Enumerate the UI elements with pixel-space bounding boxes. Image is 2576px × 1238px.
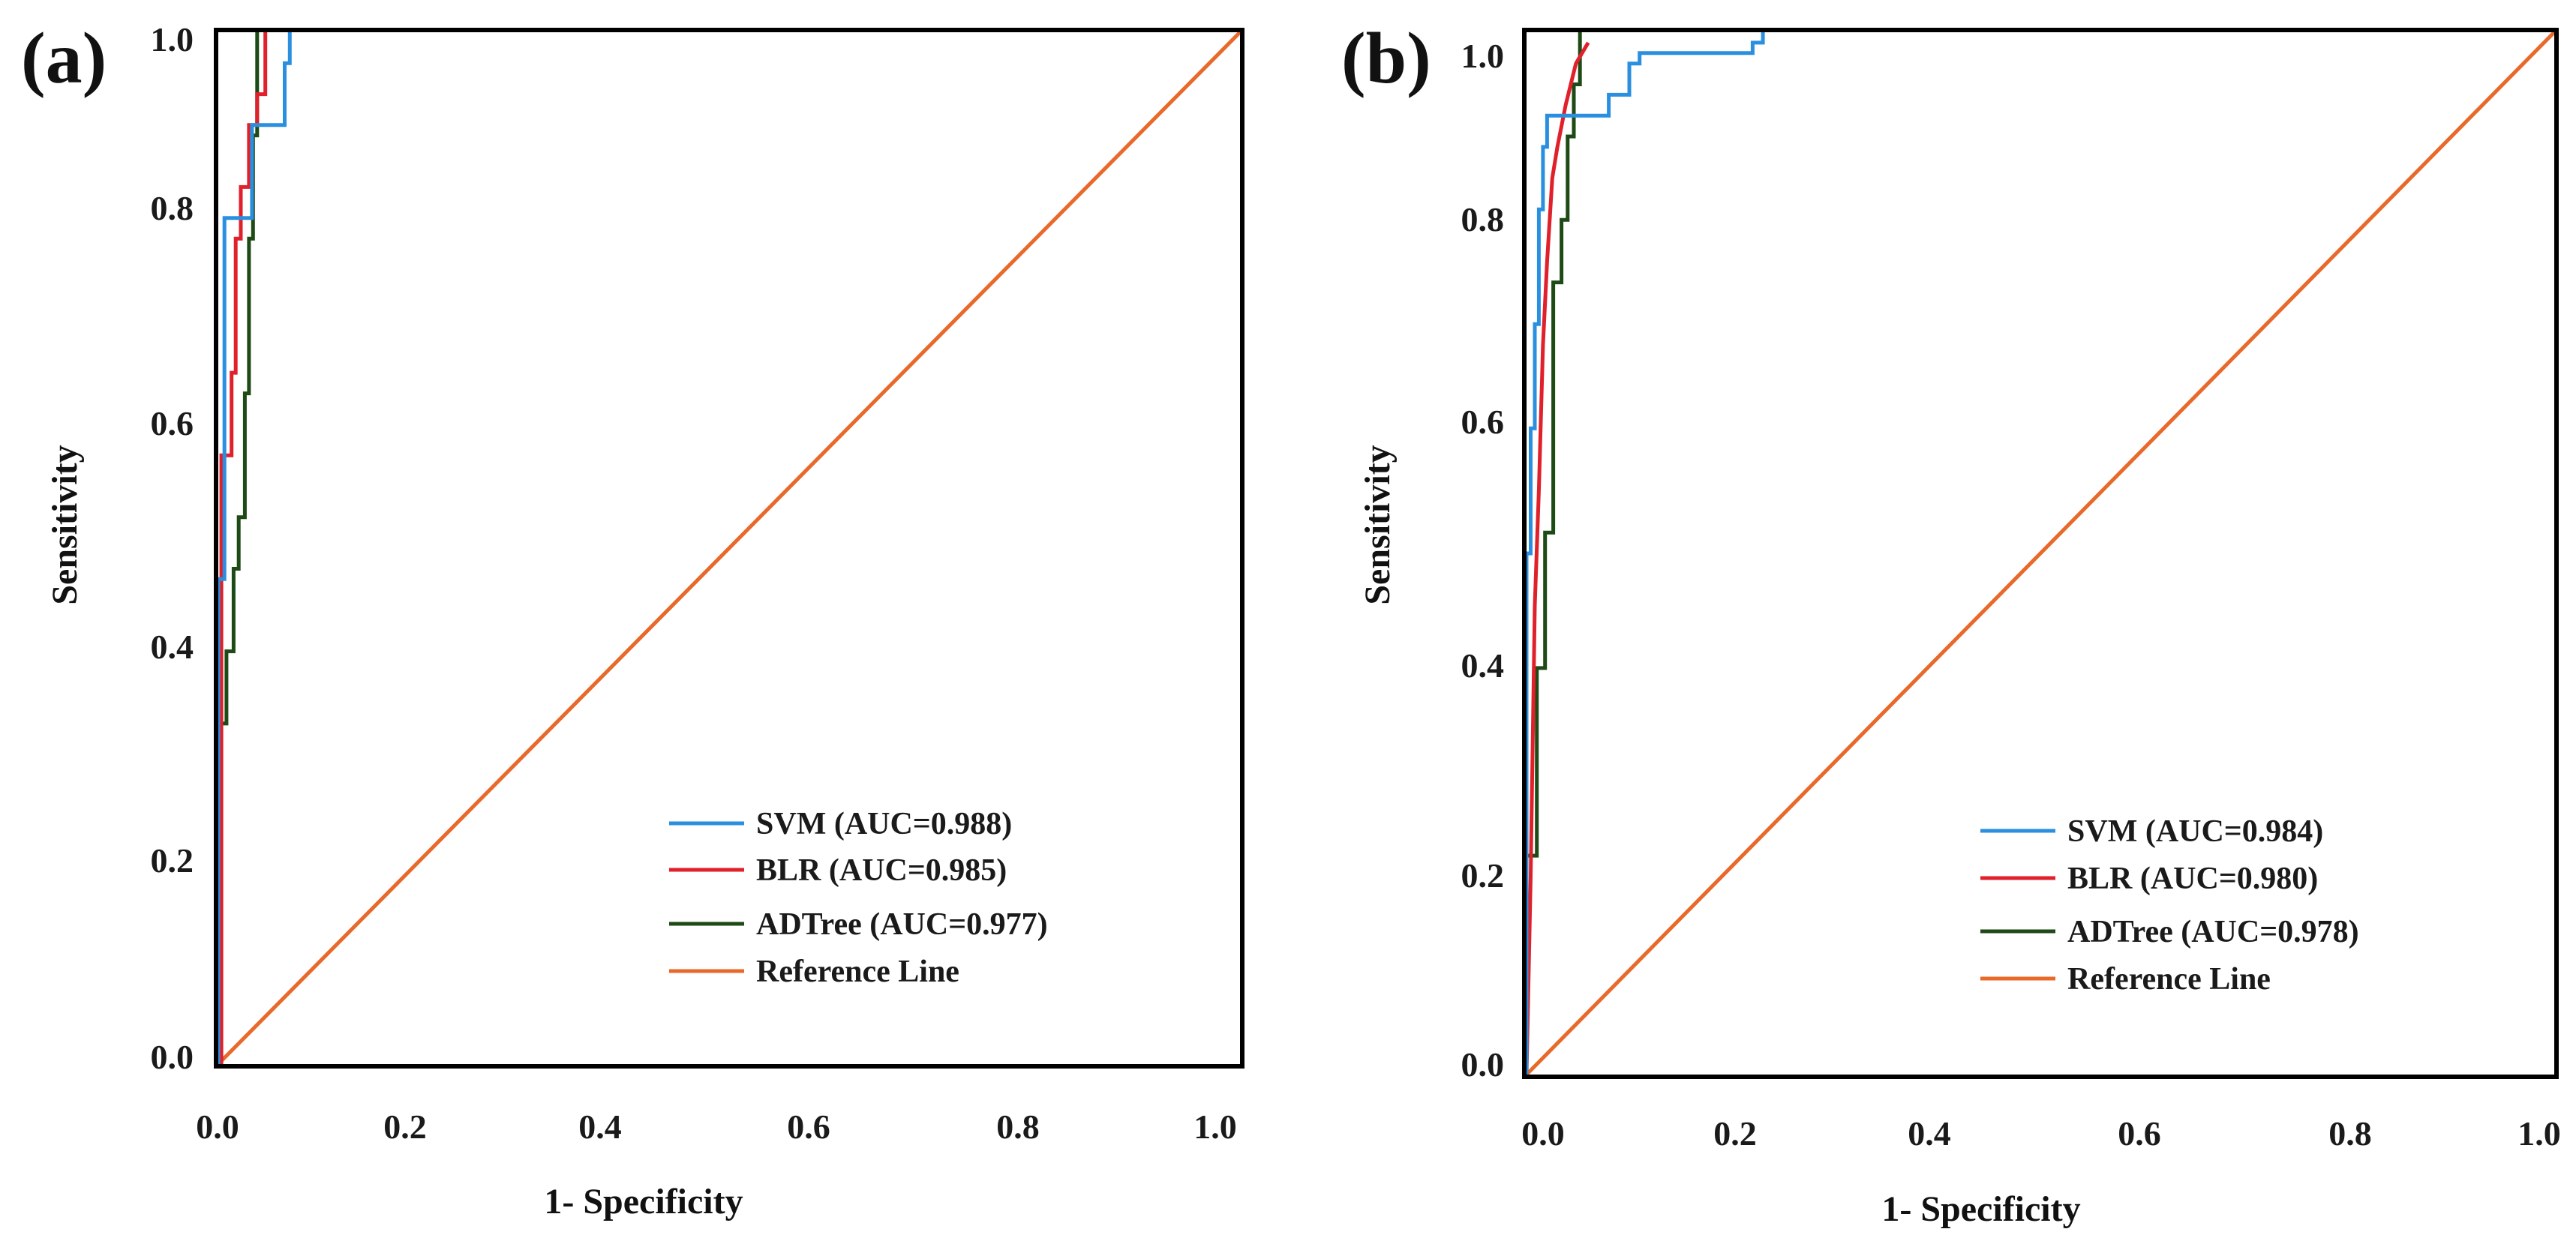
reference-line xyxy=(217,31,1241,1066)
x-tick-label: 0.0 xyxy=(1521,1114,1565,1153)
y-tick-label: 0.8 xyxy=(1461,200,1505,238)
reference-line xyxy=(1525,31,2556,1076)
x-tick-label: 0.2 xyxy=(1713,1114,1757,1153)
y-tick-label: 0.8 xyxy=(151,189,194,227)
legend: SVM (AUC=0.984) BLR (AUC=0.980) ADTree (… xyxy=(1980,814,2359,997)
roc-panel-a: (a) 1.0 0.8 0.6 0.4 0.2 0.0 0.0 0.2 0.4 … xyxy=(21,18,1244,1222)
legend-label-svm: SVM (AUC=0.988) xyxy=(756,807,1012,841)
y-tick-label: 1.0 xyxy=(1461,37,1505,75)
y-tick-label: 0.2 xyxy=(1461,856,1505,895)
y-tick-label: 0.2 xyxy=(151,841,194,880)
y-tick-label: 0.6 xyxy=(1461,403,1505,441)
roc-panel-b: (b) 1.0 0.8 0.6 0.4 0.2 0.0 0.0 0.2 0.4 … xyxy=(1341,18,2561,1229)
y-axis-title: Sensitivity xyxy=(1358,445,1398,604)
y-tick-label: 1.0 xyxy=(151,20,194,58)
legend-label-adtree: ADTree (AUC=0.978) xyxy=(2067,915,2359,949)
legend-label-blr: BLR (AUC=0.980) xyxy=(2067,862,2318,896)
x-tick-label: 0.8 xyxy=(2328,1114,2372,1153)
panel-label-a: (a) xyxy=(21,18,107,99)
plot-frame xyxy=(214,28,1244,1069)
legend-label-reference: Reference Line xyxy=(756,955,959,989)
x-tick-label: 0.2 xyxy=(383,1108,427,1146)
x-tick-label: 0.4 xyxy=(578,1108,622,1146)
x-axis-title: 1- Specificity xyxy=(1881,1189,2080,1229)
x-tick-label: 0.4 xyxy=(1908,1114,1951,1153)
x-axis-title: 1- Specificity xyxy=(544,1182,743,1222)
x-tick-label: 1.0 xyxy=(2517,1114,2561,1153)
blr-roc-line xyxy=(1524,41,1590,1075)
svm-roc-line xyxy=(216,32,292,1064)
y-axis-title: Sensitivity xyxy=(45,445,85,604)
y-tick-label: 0.0 xyxy=(151,1038,194,1076)
x-tick-label: 0.8 xyxy=(996,1108,1040,1146)
x-tick-label: 0.0 xyxy=(196,1108,239,1146)
legend-label-adtree: ADTree (AUC=0.977) xyxy=(756,907,1048,942)
y-tick-label: 0.4 xyxy=(1461,646,1505,685)
x-tick-label: 0.6 xyxy=(2118,1114,2161,1153)
x-tick-label: 0.6 xyxy=(787,1108,830,1146)
y-tick-label: 0.0 xyxy=(1461,1045,1505,1084)
svm-roc-line xyxy=(1524,32,1765,1075)
adtree-roc-line xyxy=(1524,32,1582,1075)
x-tick-label: 1.0 xyxy=(1193,1108,1237,1146)
panel-label-b: (b) xyxy=(1341,18,1431,99)
legend-label-reference: Reference Line xyxy=(2067,962,2271,997)
y-tick-label: 0.4 xyxy=(151,628,194,666)
plot-frame xyxy=(1522,28,2559,1079)
y-tick-label: 0.6 xyxy=(151,404,194,442)
legend: SVM (AUC=0.988) BLR (AUC=0.985) ADTree (… xyxy=(669,807,1048,989)
legend-label-blr: BLR (AUC=0.985) xyxy=(756,853,1007,888)
legend-label-svm: SVM (AUC=0.984) xyxy=(2067,814,2323,849)
